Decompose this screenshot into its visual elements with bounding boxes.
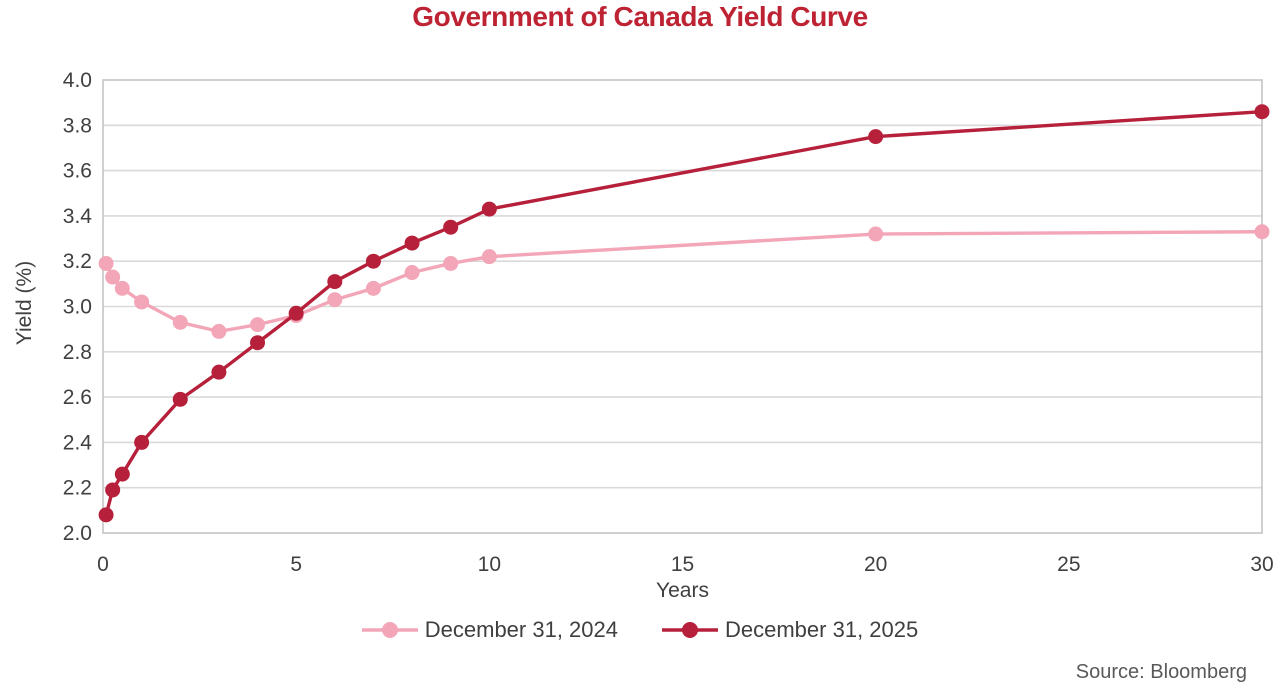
- series-marker: [481, 201, 497, 217]
- y-tick-label: 2.6: [63, 386, 92, 409]
- x-tick-label: 30: [1250, 553, 1273, 576]
- series-marker: [250, 335, 266, 351]
- plot-border: [102, 79, 1263, 534]
- series-marker: [288, 305, 304, 321]
- legend-label: December 31, 2025: [725, 617, 919, 642]
- y-tick-label: 4.0: [63, 69, 92, 92]
- y-tick-label: 2.8: [63, 341, 92, 364]
- series-marker: [250, 317, 266, 333]
- series-line: [104, 230, 1263, 334]
- yield-curve-plot: 2.0 2.2 2.4 2.6 2.8 3.0 3.2 3.4 3.6 3.8 4.0 0 5 10 15 2…: [63, 69, 1274, 576]
- series-marker: [481, 249, 497, 265]
- x-tick-label: 20: [864, 553, 887, 576]
- legend-marker: [381, 622, 398, 638]
- series-marker: [105, 269, 121, 285]
- series-marker: [105, 482, 121, 498]
- y-tick-label: 2.0: [63, 522, 92, 545]
- y-axis-title: Yield (%): [13, 260, 36, 346]
- x-tick-label: 15: [671, 553, 694, 576]
- x-tick-label: 10: [478, 553, 501, 576]
- series-marker: [1254, 104, 1270, 120]
- series-marker: [443, 219, 459, 235]
- chart-title: Government of Canada Yield Curve: [412, 1, 868, 32]
- x-tick-label: 0: [97, 553, 109, 576]
- y-tick-label: 3.0: [63, 296, 92, 319]
- legend-marker: [682, 622, 698, 638]
- series-marker: [172, 391, 188, 407]
- legend-label: December 31, 2024: [424, 617, 618, 642]
- x-axis-title: Years: [656, 579, 709, 602]
- y-tick-label: 2.2: [63, 477, 92, 500]
- series-marker: [211, 364, 227, 380]
- series-marker: [365, 253, 381, 269]
- legend-line-marker-icon: [361, 622, 418, 638]
- series-marker: [98, 507, 114, 523]
- series-marker: [365, 280, 381, 296]
- series-marker: [404, 265, 420, 281]
- series-marker: [443, 255, 459, 271]
- series-marker: [868, 226, 884, 242]
- y-tick-label: 3.4: [63, 205, 93, 228]
- series-marker: [134, 434, 150, 450]
- series-marker: [172, 314, 188, 330]
- series-marker: [114, 466, 130, 482]
- series-marker: [327, 292, 343, 308]
- series-marker: [211, 323, 227, 339]
- series-marker: [134, 294, 150, 310]
- legend-item: December 31, 2024: [361, 617, 618, 643]
- chart-legend: December 31, 2024 December 31, 2025: [0, 617, 1280, 643]
- y-tick-label: 2.4: [63, 431, 93, 454]
- series-line: [104, 110, 1263, 516]
- series-marker: [327, 274, 343, 290]
- y-tick-label: 3.2: [63, 250, 92, 273]
- x-tick-label: 5: [290, 553, 302, 576]
- legend-item: December 31, 2025: [662, 617, 918, 643]
- source-note: Source: Bloomberg: [1075, 661, 1247, 683]
- series-marker: [114, 280, 130, 296]
- series-marker: [1254, 224, 1270, 240]
- series-marker: [404, 235, 420, 251]
- x-tick-label: 25: [1057, 553, 1080, 576]
- legend-line-marker-icon: [662, 622, 718, 638]
- y-tick-label: 3.8: [63, 114, 92, 137]
- series-marker: [868, 129, 884, 145]
- series-marker: [98, 255, 114, 271]
- y-tick-label: 3.6: [63, 160, 92, 183]
